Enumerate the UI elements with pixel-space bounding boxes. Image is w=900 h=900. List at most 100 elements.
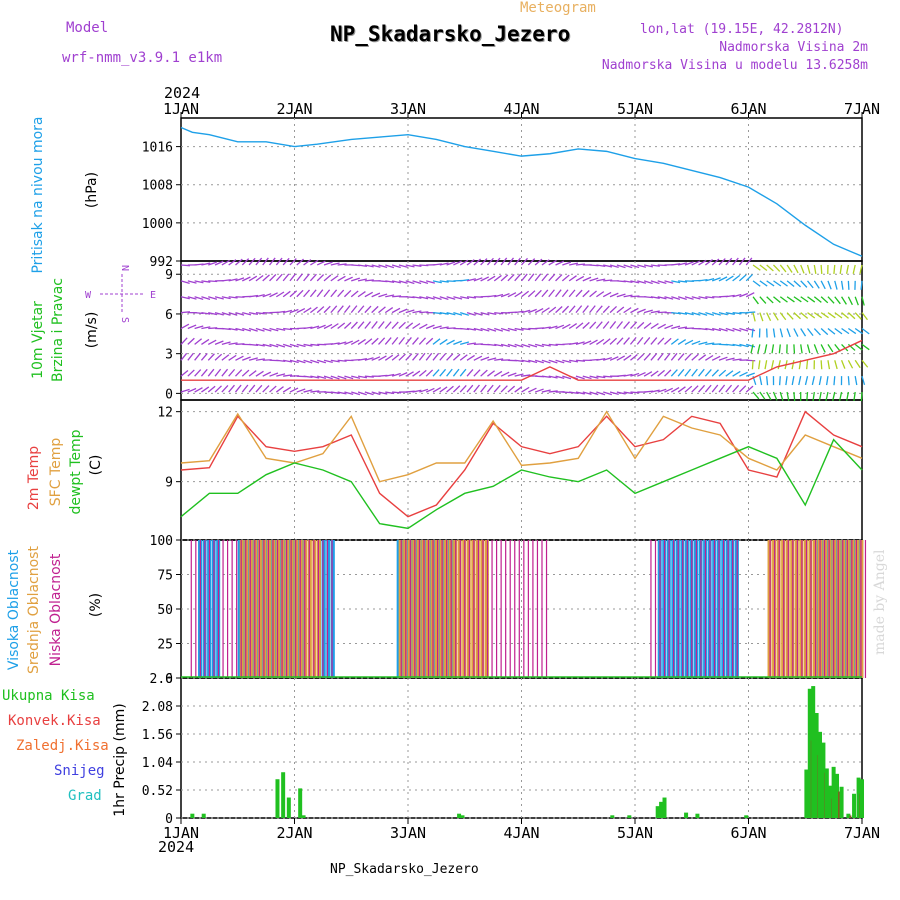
wind-arrow: [221, 259, 230, 266]
wind-arrow: [616, 337, 624, 345]
wind-arrow: [548, 343, 558, 347]
wind-arrow: [391, 372, 401, 377]
cloud-bar: [321, 540, 326, 678]
wind-arrow: [664, 296, 674, 300]
wind-arrows: [180, 257, 870, 402]
wind-arrow: [718, 384, 726, 393]
wind-arrow: [786, 312, 794, 320]
wind-arrow: [568, 275, 577, 282]
wind-arrow: [793, 296, 802, 303]
wind-arrow: [317, 375, 327, 380]
wind-arrow: [221, 354, 230, 361]
cloud-bar: [774, 540, 776, 678]
cloud-bar: [842, 540, 844, 678]
wind-arrow: [357, 391, 367, 396]
wind-arrow: [705, 312, 715, 316]
wind-arrow: [698, 341, 708, 346]
ytick-label: 9: [165, 268, 173, 283]
wind-arrow: [514, 373, 524, 377]
wind-arrow: [582, 305, 589, 314]
cloud-bar: [796, 540, 798, 678]
wind-arrow: [425, 324, 435, 330]
wind-arrow: [221, 296, 231, 300]
cloud-bar: [491, 540, 493, 678]
cloud-bar: [677, 540, 679, 678]
wind-arrow: [806, 360, 809, 370]
wind-arrow: [276, 343, 286, 348]
wind-arrow: [289, 273, 297, 282]
wind-arrow: [820, 296, 829, 304]
wind-arrow: [200, 353, 208, 361]
wind-arrow: [303, 375, 313, 378]
wind-arrow: [480, 258, 488, 266]
cloud-bar: [477, 540, 480, 678]
wind-arrow: [840, 360, 846, 369]
elevation-model-label: Nadmorska Visina u modelu 13.6258m: [601, 58, 868, 73]
wind-arrow: [371, 264, 381, 268]
xtick-label-top: 7JAN: [844, 100, 880, 118]
wind-arrow: [650, 264, 660, 267]
wind-arrow: [242, 356, 251, 361]
wind-arrow: [847, 280, 850, 290]
wind-arrow: [759, 280, 768, 287]
wind-arrow: [392, 391, 402, 394]
year-bottom: 2024: [158, 838, 195, 856]
wind-arrow: [276, 327, 286, 331]
wind-arrow: [623, 337, 630, 345]
cloud-bar: [536, 540, 539, 678]
wind-arrow: [514, 386, 523, 393]
wind-arrow: [473, 258, 482, 266]
wind-arrow: [248, 327, 258, 332]
wind-arrow: [316, 289, 324, 298]
wind-arrow: [861, 375, 866, 385]
wind-arrow: [725, 311, 735, 315]
wind-arrow: [425, 387, 435, 393]
cloud-bar: [436, 540, 439, 678]
wind-arrow: [786, 280, 795, 287]
wind-arrow: [657, 337, 665, 345]
cloud-bar: [828, 540, 830, 678]
wind-arrow: [412, 389, 422, 393]
wind-arrow: [371, 305, 379, 314]
wind-arrow: [732, 311, 742, 315]
wind-arrow: [514, 359, 524, 363]
wind-arrow: [827, 296, 835, 304]
wind-arrow: [344, 375, 354, 380]
wind-arrow: [704, 259, 713, 266]
wind-arrow: [541, 289, 549, 298]
wind-arrow: [378, 306, 386, 314]
wind-arrow: [746, 372, 755, 377]
cloud-bar: [837, 540, 839, 678]
wind-arrow: [316, 324, 326, 330]
wind-arrow: [364, 305, 372, 314]
wind-arrow: [494, 311, 504, 315]
wind-arrow: [678, 326, 688, 330]
wind-arrow: [772, 391, 778, 401]
wind-arrow: [827, 312, 836, 319]
wind-arrow: [650, 337, 658, 345]
wind-arrow: [623, 280, 633, 283]
wind-arrow: [507, 343, 517, 348]
wind-arrow: [718, 258, 726, 266]
wind-arrow: [704, 368, 712, 377]
wind-arrow: [452, 368, 460, 377]
wind-arrow: [432, 263, 442, 266]
wind-arrow: [364, 375, 374, 378]
wind-arrow: [779, 264, 787, 273]
wind-arrow: [405, 371, 414, 377]
wind-legend-e: E: [150, 290, 156, 301]
wind-arrow: [698, 312, 708, 316]
wind-arrow: [405, 309, 415, 314]
wind-arrow: [650, 370, 659, 377]
wind-arrow: [739, 343, 749, 348]
wind-arrow: [249, 294, 259, 298]
wind-arrow: [269, 385, 277, 393]
wind-arrow: [419, 323, 428, 330]
wind-arrow: [820, 344, 826, 353]
wind-arrow: [630, 307, 639, 314]
wind-arrow: [316, 260, 326, 266]
wind-arrow: [725, 257, 733, 266]
wind-arrow: [798, 376, 802, 386]
cloud-bar: [263, 540, 265, 678]
wind-arrow: [664, 324, 674, 330]
